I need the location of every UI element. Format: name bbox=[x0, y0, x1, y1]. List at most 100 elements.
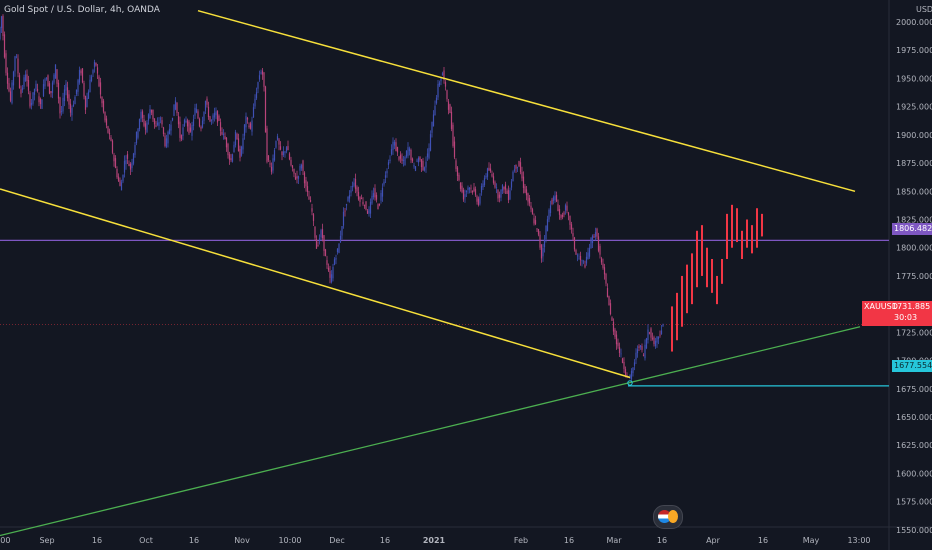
candle-body bbox=[428, 147, 430, 159]
candle-body bbox=[144, 123, 147, 130]
candle-body bbox=[624, 369, 627, 376]
candle-body bbox=[380, 193, 382, 201]
candle-body bbox=[480, 186, 483, 193]
candle-body bbox=[134, 144, 136, 155]
candle-body bbox=[644, 344, 646, 359]
candle-body bbox=[59, 97, 61, 114]
candle-body bbox=[530, 205, 532, 210]
price-tick-label: 1825.000 bbox=[896, 216, 932, 225]
candle-body bbox=[266, 128, 268, 162]
candle-body bbox=[519, 162, 522, 173]
candle-body bbox=[8, 83, 10, 92]
candle-body bbox=[659, 334, 661, 336]
candle-body bbox=[194, 107, 196, 116]
candle-body bbox=[426, 153, 429, 157]
candle-body bbox=[501, 185, 504, 191]
price-tick-label: 1900.000 bbox=[896, 131, 932, 140]
candle-body bbox=[39, 98, 42, 105]
candle-body bbox=[408, 148, 411, 152]
support-low-marker bbox=[627, 380, 633, 386]
economic-events-badge[interactable] bbox=[653, 505, 683, 529]
candle-body bbox=[633, 362, 636, 366]
candle-body bbox=[510, 181, 513, 188]
candle-body bbox=[623, 362, 625, 369]
candle-body bbox=[147, 114, 150, 121]
candle-body bbox=[318, 238, 321, 240]
candle-body bbox=[45, 78, 48, 80]
bar-countdown: 30:03 bbox=[894, 313, 918, 322]
candle-body bbox=[212, 115, 214, 120]
candle-body bbox=[125, 159, 127, 165]
candle-body bbox=[126, 154, 129, 159]
candle-body bbox=[5, 53, 7, 73]
candle-body bbox=[146, 122, 148, 132]
candle-body bbox=[63, 89, 66, 102]
candle-body bbox=[297, 176, 300, 179]
candle-body bbox=[30, 102, 33, 106]
candle-body bbox=[257, 82, 259, 89]
candle-body bbox=[150, 109, 153, 113]
candle-body bbox=[198, 118, 201, 127]
candle-body bbox=[375, 195, 378, 200]
candle-body bbox=[584, 264, 586, 268]
candle-body bbox=[9, 91, 12, 101]
candle-body bbox=[452, 124, 454, 146]
candle-body bbox=[366, 210, 369, 214]
candle-body bbox=[167, 131, 169, 144]
candle-body bbox=[513, 169, 516, 171]
candle-body bbox=[617, 342, 619, 347]
candle-body bbox=[15, 56, 18, 58]
candle-body bbox=[308, 196, 310, 200]
candle-body bbox=[75, 89, 78, 94]
candle-body bbox=[353, 182, 355, 186]
candle-body bbox=[122, 174, 124, 182]
candle-body bbox=[50, 90, 52, 94]
candle-body bbox=[201, 120, 204, 128]
event-flag-icon bbox=[668, 510, 678, 523]
candle-body bbox=[120, 182, 123, 191]
candle-body bbox=[164, 135, 166, 147]
candle-body bbox=[200, 127, 202, 129]
candle-body bbox=[516, 166, 519, 168]
candle-body bbox=[41, 99, 43, 109]
candle-body bbox=[185, 121, 187, 122]
candle-body bbox=[77, 80, 79, 92]
candle-body bbox=[374, 188, 376, 198]
candle-body bbox=[540, 244, 543, 259]
currency-label[interactable]: USD bbox=[916, 5, 932, 14]
candle-body bbox=[246, 117, 249, 120]
candle-body bbox=[135, 131, 138, 144]
candle-body bbox=[309, 200, 312, 202]
candle-body bbox=[69, 103, 72, 113]
candle-body bbox=[89, 79, 91, 93]
candle-body bbox=[272, 158, 274, 171]
candle-body bbox=[629, 374, 631, 378]
candle-body bbox=[290, 159, 292, 166]
candle-body bbox=[221, 131, 223, 135]
candle-body bbox=[585, 256, 588, 264]
us-flag-icon bbox=[658, 510, 671, 523]
candle-body bbox=[573, 237, 576, 250]
candle-body bbox=[80, 70, 82, 74]
candle-body bbox=[653, 337, 655, 345]
candle-body bbox=[92, 70, 94, 74]
candle-body bbox=[284, 151, 286, 153]
symbol-header[interactable]: Gold Spot / U.S. Dollar, 4h, OANDA bbox=[4, 5, 160, 15]
candle-body bbox=[71, 108, 73, 116]
candle-body bbox=[207, 106, 210, 117]
candle-body bbox=[128, 163, 130, 166]
time-tick-label: Dec bbox=[329, 536, 344, 545]
candle-body bbox=[369, 201, 372, 214]
candle-body bbox=[518, 161, 520, 167]
candle-body bbox=[476, 196, 478, 202]
candle-body bbox=[560, 214, 562, 218]
rising-support-line bbox=[0, 326, 861, 537]
candle-body bbox=[536, 228, 538, 230]
candle-body bbox=[450, 111, 453, 129]
candle-body bbox=[155, 125, 157, 127]
candle-body bbox=[293, 168, 295, 174]
candle-body bbox=[479, 196, 481, 204]
candle-body bbox=[443, 70, 445, 80]
candle-body bbox=[140, 111, 142, 120]
